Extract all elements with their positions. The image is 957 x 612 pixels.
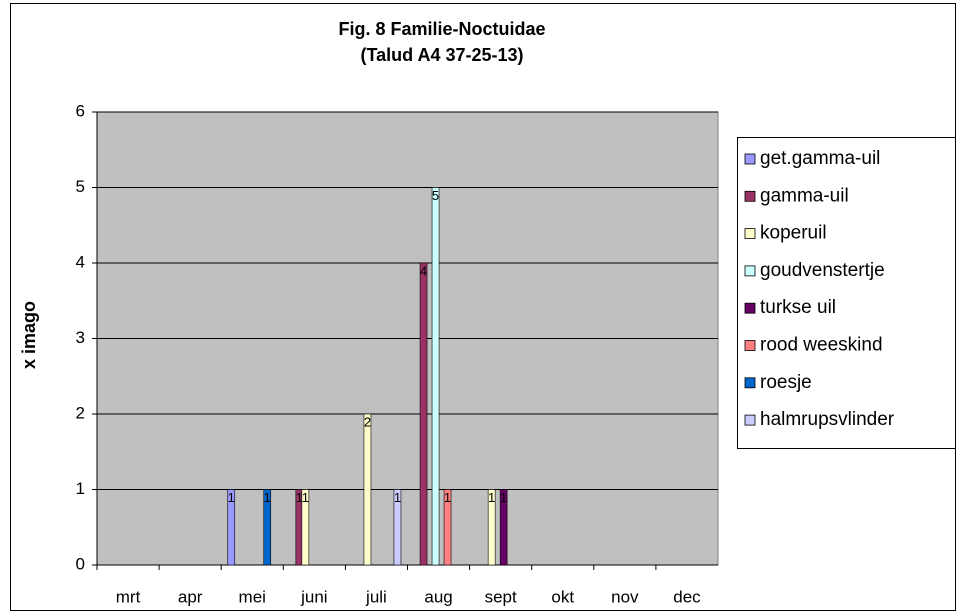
data-label: 5 <box>432 188 439 203</box>
x-tick-label: juli <box>365 587 387 606</box>
data-label: 1 <box>228 490 235 505</box>
bar <box>227 489 236 566</box>
legend-swatch <box>744 153 756 165</box>
y-tick-label: 4 <box>76 252 85 271</box>
y-tick-label: 5 <box>76 177 85 196</box>
x-tick-label: mei <box>239 587 266 606</box>
data-label: 1 <box>500 490 507 505</box>
bar <box>419 262 428 566</box>
y-tick-label: 2 <box>76 403 85 422</box>
x-tick-label: dec <box>673 587 701 606</box>
x-tick-label: aug <box>424 587 452 606</box>
legend-swatch <box>744 228 756 240</box>
bar <box>301 489 310 566</box>
y-tick-label: 0 <box>76 554 85 573</box>
chart-title: Fig. 8 Familie-Noctuidae <box>338 19 545 39</box>
y-tick-label: 3 <box>76 328 85 347</box>
legend-label: koperuil <box>760 223 827 244</box>
x-tick-label: sept <box>485 587 517 606</box>
data-label: 1 <box>394 490 401 505</box>
x-tick-label: apr <box>178 587 203 606</box>
x-tick-label: juni <box>300 587 327 606</box>
x-tick-label: nov <box>611 587 639 606</box>
x-tick-label: mrt <box>116 587 141 606</box>
legend-swatch <box>744 340 756 351</box>
data-label: 1 <box>296 490 303 505</box>
bar <box>363 413 372 566</box>
legend-swatch <box>744 265 756 277</box>
data-label: 4 <box>420 263 427 278</box>
bar <box>431 187 440 566</box>
legend-swatch <box>744 302 756 314</box>
legend-label: gamma-uil <box>760 185 849 206</box>
data-label: 1 <box>302 490 309 505</box>
chart-subtitle: (Talud A4 37-25-13) <box>360 45 523 65</box>
bar <box>443 489 452 566</box>
data-label: 1 <box>488 490 495 505</box>
bar <box>487 489 496 566</box>
legend-label: halmrupsvlinder <box>760 409 895 430</box>
y-tick-label: 1 <box>76 479 85 498</box>
y-tick-label: 6 <box>76 101 85 120</box>
legend-swatch <box>744 377 756 389</box>
legend-swatch <box>744 414 756 426</box>
data-label: 1 <box>444 490 451 505</box>
y-axis-label: x imago <box>19 301 39 369</box>
legend-label: goudvenstertje <box>760 260 885 281</box>
legend-label: turkse uil <box>760 297 836 318</box>
data-label: 1 <box>264 490 271 505</box>
x-tick-label: okt <box>551 587 574 606</box>
data-label: 2 <box>364 414 371 429</box>
bar <box>263 489 272 566</box>
legend-label: roesje <box>760 372 812 393</box>
legend-swatch <box>744 190 756 202</box>
legend-label: get.gamma-uil <box>760 148 880 169</box>
legend-box <box>737 137 956 449</box>
bar <box>499 489 508 566</box>
legend-label: rood weeskind <box>760 335 883 356</box>
bar <box>393 489 402 566</box>
